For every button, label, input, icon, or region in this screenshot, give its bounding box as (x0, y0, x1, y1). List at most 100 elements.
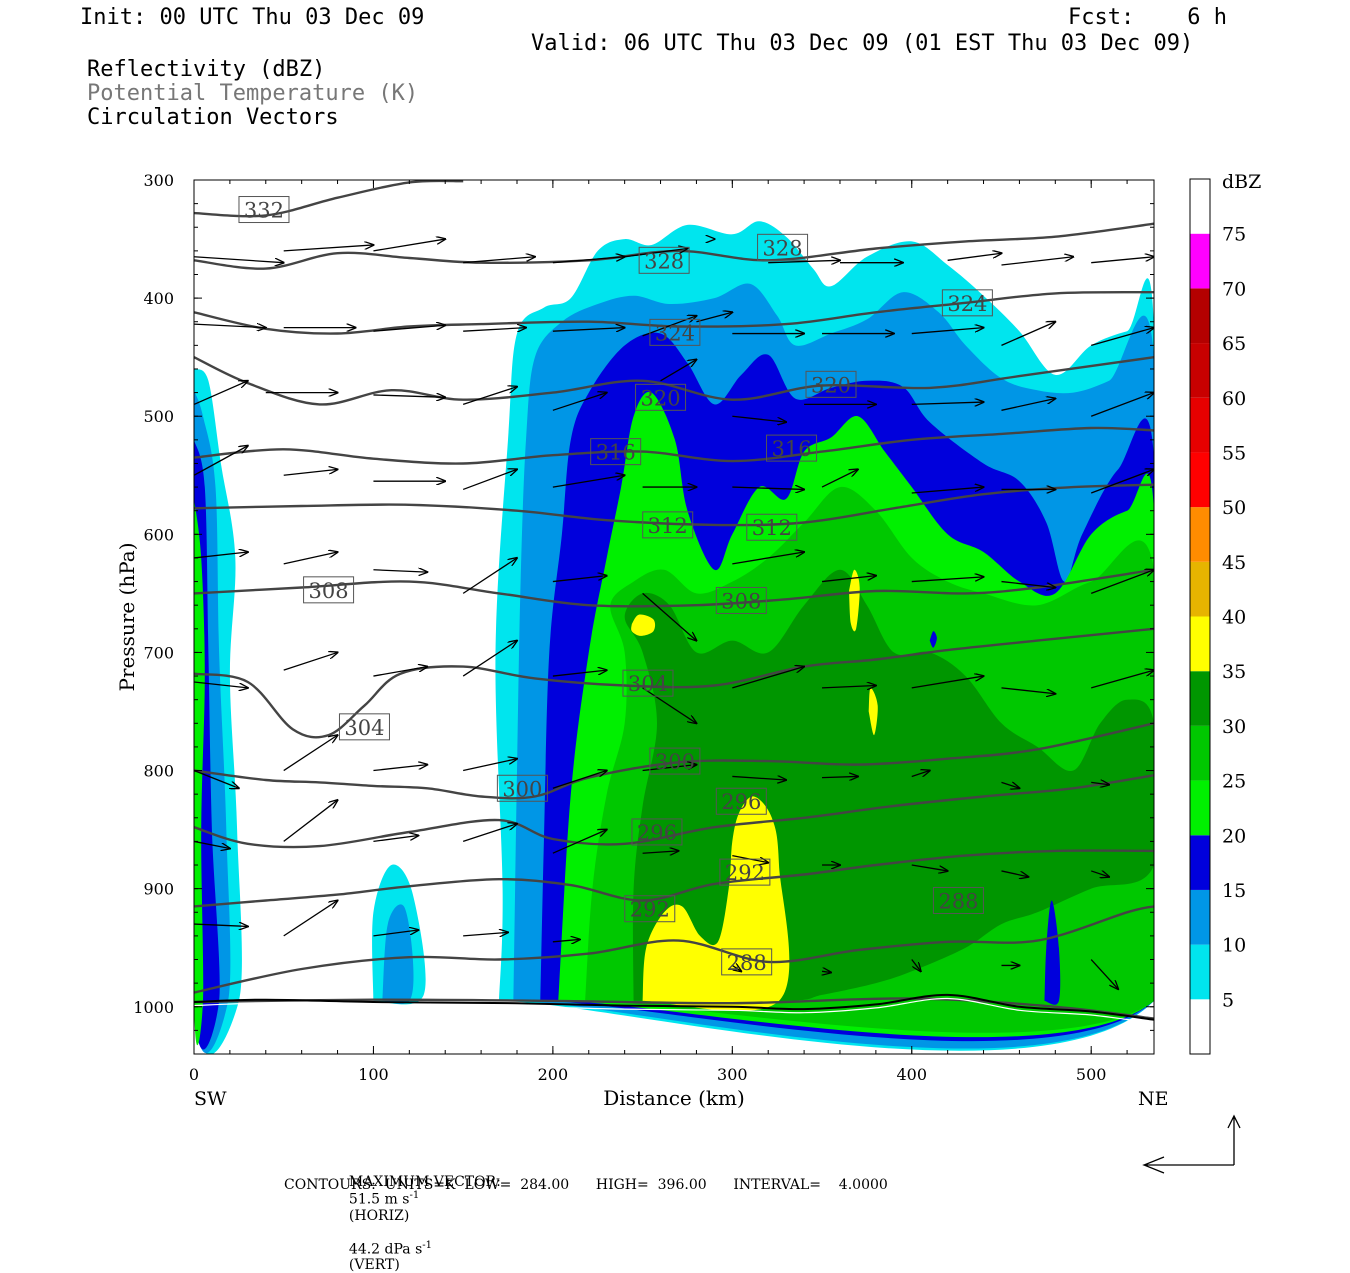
circulation-vector (373, 395, 445, 397)
reference-vector-arrow (1142, 1114, 1241, 1174)
theta-label-box: 320 (805, 370, 857, 398)
circulation-vector (283, 800, 338, 842)
unit-exponent-horiz: -1 (409, 1190, 420, 1201)
theta-label-box: 288 (721, 948, 773, 976)
colorbar-label: 70 (1222, 278, 1246, 300)
theta-label-box: 300 (649, 747, 701, 775)
theta-label-frame (932, 886, 984, 914)
colorbar-bin (1190, 397, 1210, 453)
dbz-colorbar: 5 10 15 20 25 30 35 40 45 50 55 60 65 70 75 (1189, 178, 1246, 1055)
colorbar-bin (1190, 999, 1210, 1054)
colorbar-title: dBZ (1222, 171, 1261, 193)
circulation-vector (1001, 580, 1055, 588)
field-circulation-vectors: Circulation Vectors (87, 105, 339, 130)
circulation-vector (462, 469, 517, 491)
colorbar-label: 30 (1222, 716, 1246, 738)
theta-label: 292 (630, 898, 670, 922)
circulation-vector (911, 402, 984, 404)
circulation-vector (911, 328, 984, 335)
circulation-vector (552, 257, 625, 264)
theta-label-box: 300 (496, 774, 548, 802)
circulation-vector (373, 325, 445, 332)
max-vector-horiz-unit: (HORIZ) (348, 1207, 410, 1224)
theta-label-frame (338, 713, 390, 741)
circulation-vector (947, 253, 1002, 261)
contours-info: CONTOURS: UNITS=K LOW= 284.00 HIGH= 396.… (284, 1177, 888, 1193)
theta-label: 316 (596, 441, 636, 465)
circulation-vector (463, 759, 517, 772)
valid-time: Valid: 06 UTC Thu 03 Dec 09 (01 EST Thu … (531, 31, 1194, 56)
max-vector-vert: 44.2 dPa s (348, 1241, 423, 1258)
theta-contour-312 (194, 483, 1154, 527)
theta-label-frame (715, 586, 767, 614)
circulation-vector (642, 765, 697, 772)
colorbar-label: 45 (1222, 552, 1246, 574)
theta-label-frame (766, 434, 818, 462)
colorbar-bin (1190, 233, 1210, 289)
circulation-vector (194, 552, 248, 559)
y-tick-label: 400 (143, 289, 174, 308)
colorbar-label: 15 (1222, 880, 1246, 902)
circulation-vector (552, 830, 607, 854)
circulation-vector (373, 570, 427, 572)
colorbar-label: 75 (1222, 224, 1246, 246)
circulation-vector (768, 260, 840, 262)
circulation-vector (1090, 871, 1109, 877)
max-vector-vert-unit: (VERT) (348, 1257, 400, 1273)
colorbar-bin (1190, 616, 1210, 672)
theta-label: 296 (721, 790, 761, 814)
theta-label: 304 (628, 672, 668, 696)
theta-label: 328 (644, 249, 684, 273)
y-tick-label: 500 (143, 407, 174, 426)
colorbar-label: 50 (1222, 497, 1246, 519)
y-tick-label: 1000 (133, 998, 174, 1017)
colorbar-label: 25 (1222, 771, 1246, 793)
theta-label-box: 312 (746, 513, 798, 541)
circulation-vector (1001, 322, 1055, 346)
circulation-vector (822, 776, 858, 777)
circulation-vector (552, 475, 625, 488)
colorbar-bin (1190, 889, 1210, 945)
circulation-vector (462, 641, 517, 677)
circulation-vector (463, 932, 508, 936)
theta-contour-320 (194, 356, 1154, 406)
theta-label-box: 328 (757, 233, 809, 261)
y-tick-label: 800 (143, 762, 174, 781)
theta-label-box: 296 (631, 818, 683, 846)
y-tick-label: 600 (143, 525, 174, 544)
circulation-vector (552, 576, 607, 583)
circulation-vector (822, 971, 831, 972)
x-tick-label: 100 (358, 1065, 389, 1084)
theta-label-box: 324 (941, 289, 993, 317)
theta-label: 296 (637, 821, 677, 845)
circulation-vector (552, 393, 607, 411)
circulation-vector (1001, 399, 1055, 411)
x-tick-label: 300 (717, 1065, 748, 1084)
colorbar-bin (1190, 452, 1210, 508)
theta-contour-288 (194, 905, 1154, 994)
circulation-vector (1001, 257, 1073, 266)
circulation-vector (194, 769, 239, 789)
colorbar-bin (1190, 944, 1210, 1000)
circulation-vector (373, 930, 418, 937)
y-tick-label: 900 (143, 880, 174, 899)
circulation-vector (911, 676, 984, 689)
x-tick-label: 500 (1076, 1065, 1107, 1084)
theta-label: 300 (502, 777, 542, 801)
circulation-vector (552, 939, 580, 941)
theta-label-frame (721, 948, 773, 976)
colorbar-frame (1189, 178, 1211, 1055)
colorbar-bin (1190, 725, 1210, 781)
theta-label-frame (642, 511, 694, 539)
theta-label-frame (303, 576, 355, 604)
field-potential-temperature: Potential Temperature (K) (87, 81, 419, 106)
theta-label: 300 (655, 750, 695, 774)
colorbar-label: 35 (1222, 661, 1246, 683)
circulation-vector (1091, 782, 1109, 784)
circulation-vector (463, 328, 526, 332)
theta-label: 312 (648, 514, 688, 538)
theta-label-frame (715, 787, 767, 815)
reflectivity-region-35dbz-12 (642, 796, 790, 1011)
circulation-vector (642, 851, 679, 853)
max-vector-label: MAXIMUM VECTOR: (348, 1174, 501, 1190)
